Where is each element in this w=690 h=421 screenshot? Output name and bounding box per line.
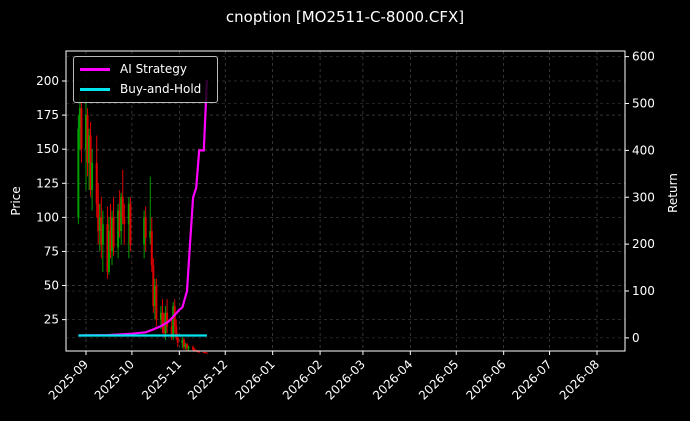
candle-body bbox=[77, 128, 80, 218]
candle-body bbox=[172, 306, 175, 338]
x-tick-label: 2026-08 bbox=[557, 357, 602, 402]
candle-body bbox=[144, 217, 147, 238]
candle-body bbox=[106, 224, 109, 272]
candle-body bbox=[121, 196, 124, 218]
x-tick-label: 2025-12 bbox=[185, 357, 230, 402]
candle-body bbox=[97, 203, 100, 231]
y-left-tick-label: 25 bbox=[44, 313, 59, 327]
y-left-tick-label: 100 bbox=[36, 210, 59, 224]
y-right-tick-label: 400 bbox=[632, 143, 655, 157]
y-right-tick-label: 100 bbox=[632, 284, 655, 298]
plot-frame bbox=[65, 50, 626, 352]
candle-body bbox=[80, 108, 83, 150]
candle-body bbox=[98, 217, 101, 231]
candle-body bbox=[120, 196, 123, 231]
x-tick-label: 2026-05 bbox=[416, 357, 461, 402]
x-tick-label: 2026-01 bbox=[232, 357, 277, 402]
y-right-tick-label: 300 bbox=[632, 190, 655, 204]
candle-body bbox=[150, 231, 153, 266]
y-left-tick-label: 75 bbox=[44, 244, 59, 258]
y-right-tick-label: 0 bbox=[632, 331, 640, 345]
candle-body bbox=[153, 285, 156, 306]
legend: AI Strategy Buy-and-Hold bbox=[73, 56, 218, 103]
x-tick-label: 2026-06 bbox=[463, 357, 508, 402]
legend-item-buy-and-hold: Buy-and-Hold bbox=[80, 82, 201, 96]
candle-body bbox=[127, 203, 130, 225]
y-left-axis-label: Price bbox=[9, 186, 23, 215]
y-left-tick-label: 50 bbox=[44, 279, 59, 293]
y-left-tick-label: 175 bbox=[36, 108, 59, 122]
candle-body bbox=[185, 344, 188, 349]
candle-body bbox=[111, 217, 114, 252]
candle-body bbox=[192, 346, 195, 350]
y-left-tick-label: 200 bbox=[36, 74, 59, 88]
candle-body bbox=[182, 340, 185, 347]
legend-item-ai-strategy: AI Strategy bbox=[80, 62, 187, 76]
y-right-axis-label: Return bbox=[666, 173, 680, 213]
candle-body bbox=[166, 312, 169, 327]
candle-body bbox=[176, 337, 179, 343]
x-tick-label: 2026-03 bbox=[323, 357, 368, 402]
candle-body bbox=[85, 115, 87, 150]
candle-body bbox=[152, 265, 155, 306]
ai-strategy-line bbox=[78, 80, 208, 337]
x-tick-label: 2025-11 bbox=[139, 357, 184, 402]
candle-body bbox=[118, 210, 121, 231]
candle-body bbox=[86, 115, 89, 163]
candle-body bbox=[184, 344, 187, 347]
candle-body bbox=[112, 217, 115, 248]
candle-body bbox=[88, 135, 91, 163]
candle-body bbox=[155, 285, 158, 320]
candle-body bbox=[175, 326, 178, 338]
legend-swatch-magenta bbox=[80, 67, 110, 71]
candle-body bbox=[181, 340, 184, 343]
candle-body bbox=[205, 352, 208, 354]
legend-swatch-cyan bbox=[80, 87, 110, 91]
x-tick-label: 2026-02 bbox=[280, 357, 325, 402]
candle-body bbox=[107, 231, 110, 272]
candle-body bbox=[123, 217, 126, 225]
candle-body bbox=[95, 162, 98, 204]
candle-body bbox=[159, 312, 162, 320]
x-tick-label: 2026-04 bbox=[370, 357, 415, 402]
candle-body bbox=[202, 352, 205, 354]
y-left-tick-label: 125 bbox=[36, 176, 59, 190]
candle-body bbox=[193, 349, 196, 351]
candle-body bbox=[204, 352, 207, 354]
x-tick-label: 2025-09 bbox=[46, 357, 91, 402]
candle-body bbox=[101, 224, 104, 245]
candle-body bbox=[89, 135, 92, 191]
candle-body bbox=[129, 203, 132, 245]
candle-body bbox=[109, 231, 112, 252]
candle-body bbox=[161, 312, 164, 327]
candle-body bbox=[163, 326, 166, 334]
candle-body bbox=[143, 217, 146, 245]
candle-body bbox=[91, 162, 94, 191]
legend-label: Buy-and-Hold bbox=[120, 82, 202, 96]
x-tick-label: 2025-10 bbox=[92, 357, 137, 402]
y-right-tick-label: 500 bbox=[632, 97, 655, 111]
candle-body bbox=[170, 326, 173, 338]
candle-body bbox=[100, 217, 103, 245]
candle-body bbox=[198, 351, 201, 353]
y-right-tick-label: 200 bbox=[632, 237, 655, 251]
y-left-tick-label: 150 bbox=[36, 142, 59, 156]
candle-body bbox=[187, 346, 190, 349]
y-right-tick-label: 600 bbox=[632, 50, 655, 64]
chart-title: cnoption [MO2511-C-8000.CFX] bbox=[225, 8, 465, 26]
x-tick-label: 2026-07 bbox=[509, 357, 554, 402]
candle-body bbox=[149, 231, 152, 238]
legend-label: AI Strategy bbox=[120, 62, 187, 76]
candle-body bbox=[78, 108, 81, 129]
candle-body bbox=[117, 210, 120, 248]
